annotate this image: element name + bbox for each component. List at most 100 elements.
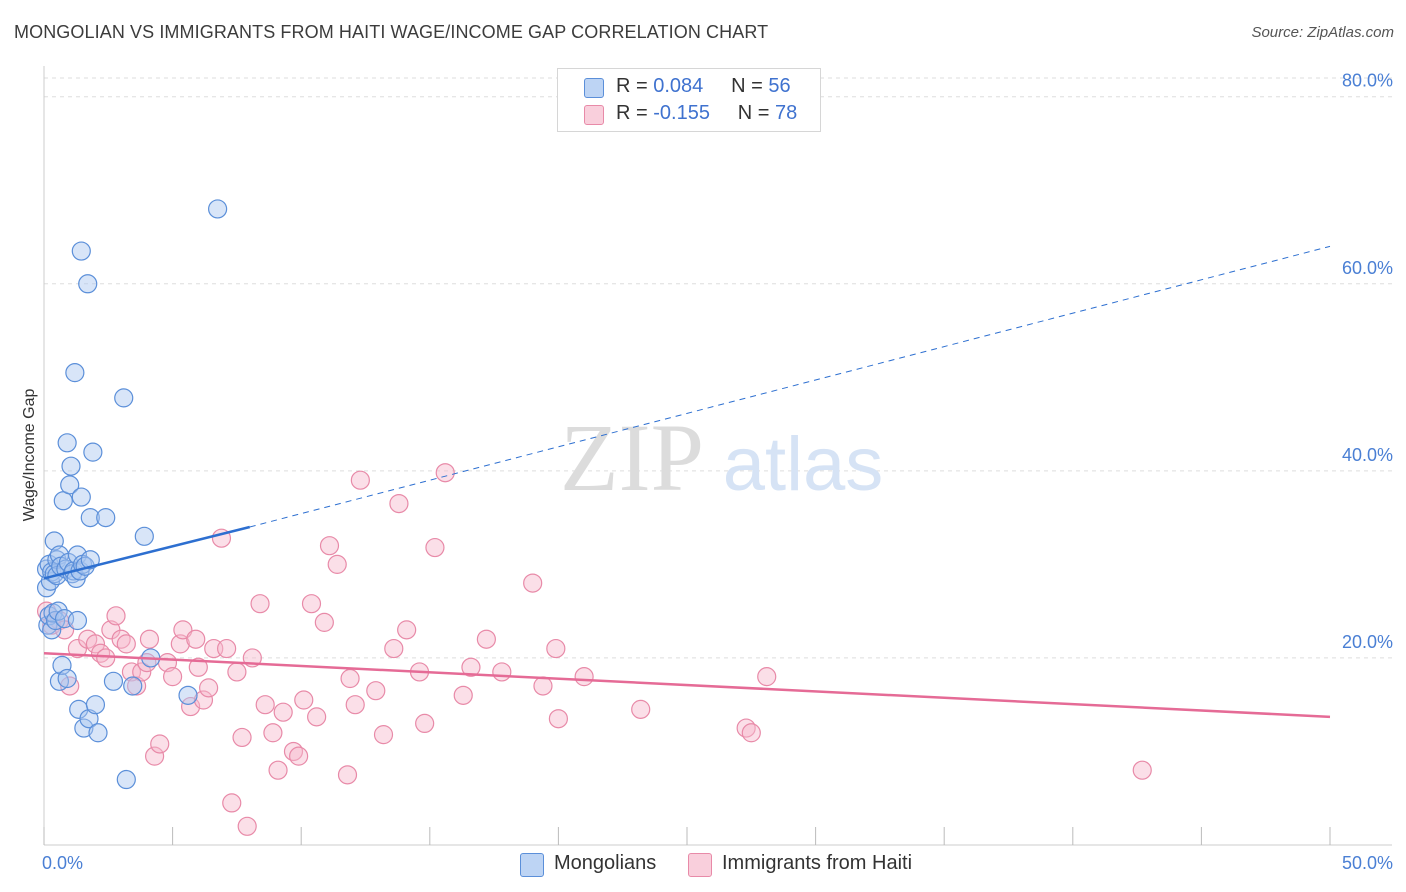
haiti-point <box>350 470 370 490</box>
haiti-point <box>289 746 309 766</box>
legend-n-value: 78 <box>775 102 798 124</box>
watermark-zip: ZIP <box>560 404 704 511</box>
legend-r-value: -0.155 <box>653 102 710 124</box>
mongolian-point <box>61 456 81 476</box>
haiti-point <box>250 594 270 614</box>
mongolian-trend-line <box>43 525 251 580</box>
mongolian-point <box>134 526 154 546</box>
haiti-point <box>163 667 183 687</box>
mongolian-point <box>80 550 100 570</box>
x-tick-label: 50.0% <box>1342 853 1393 873</box>
mongolian-point <box>78 274 98 294</box>
legend-swatch-pink <box>584 105 604 125</box>
watermark: ZIP atlas <box>560 404 883 511</box>
series-label-mongolians: Mongolians <box>554 852 657 874</box>
legend-swatch-blue <box>584 78 604 98</box>
trend-lines <box>43 245 1331 719</box>
haiti-point <box>314 612 334 632</box>
mongolian-point <box>53 491 73 511</box>
legend-r-value: 0.084 <box>653 75 704 97</box>
series-swatch-pink <box>688 853 712 877</box>
haiti-point <box>1132 760 1152 780</box>
haiti-point <box>188 657 208 677</box>
watermark-atlas: atlas <box>723 422 884 507</box>
haiti-point <box>150 734 170 754</box>
correlation-legend: R = 0.084 N = 56 R = -0.155 N = 78 <box>557 68 821 132</box>
haiti-point <box>492 662 512 682</box>
series-swatch-blue <box>520 853 544 877</box>
haiti-point <box>546 638 566 659</box>
haiti-point <box>222 793 242 813</box>
haiti-point <box>273 702 293 722</box>
haiti-point <box>757 667 777 687</box>
haiti-point <box>523 573 543 593</box>
mongolian-point <box>67 545 88 565</box>
haiti-point <box>476 629 496 649</box>
haiti-point <box>255 695 275 715</box>
mongolian-point <box>60 475 80 495</box>
haiti-point <box>60 676 80 696</box>
mongolian-point <box>48 601 68 621</box>
y-tick-label: 20.0% <box>1342 632 1393 652</box>
mongolian-point <box>208 199 228 219</box>
legend-r-label: R = <box>616 102 654 124</box>
source-label: Source: ZipAtlas.com <box>1251 24 1394 41</box>
haiti-point <box>548 709 569 729</box>
haiti-point <box>237 816 257 836</box>
legend-n-label: N = <box>737 102 776 124</box>
chart-title: MONGOLIAN VS IMMIGRANTS FROM HAITI WAGE/… <box>14 22 769 42</box>
mongolian-point <box>103 671 124 691</box>
haiti-points <box>36 463 1152 836</box>
mongolian-point <box>123 676 143 696</box>
x-tick-label: 0.0% <box>42 853 83 873</box>
haiti-point <box>425 537 445 558</box>
haiti-point <box>263 723 283 743</box>
haiti-point <box>106 606 126 626</box>
y-tick-label: 80.0% <box>1342 71 1393 91</box>
haiti-point <box>397 620 417 640</box>
haiti-point <box>461 657 481 677</box>
y-tick-label: 60.0% <box>1342 258 1393 278</box>
haiti-point <box>307 707 327 727</box>
mongolian-point <box>114 388 134 408</box>
haiti-point <box>294 690 314 710</box>
mongolian-point <box>42 620 62 640</box>
tick-labels: 20.0% 40.0% 60.0% 80.0% 0.0% 50.0% <box>42 71 1393 873</box>
haiti-point <box>186 629 206 649</box>
haiti-point <box>170 634 190 654</box>
haiti-point <box>96 648 116 668</box>
axes <box>43 66 1392 846</box>
mongolian-point <box>178 685 198 705</box>
haiti-point <box>337 765 358 785</box>
haiti-point <box>533 676 553 696</box>
haiti-point <box>453 685 473 705</box>
haiti-point <box>340 668 360 689</box>
haiti-point <box>139 629 160 649</box>
haiti-point <box>366 681 386 701</box>
haiti-point <box>631 699 651 719</box>
haiti-trend-line <box>43 652 1331 719</box>
mongolian-point <box>85 695 106 715</box>
legend-r-label: R = <box>616 75 654 97</box>
haiti-point <box>116 634 136 654</box>
haiti-point <box>741 723 761 743</box>
mongolian-point <box>65 363 85 383</box>
haiti-point <box>384 638 404 659</box>
legend-n-value: 56 <box>768 75 791 97</box>
mongolian-point <box>83 442 103 462</box>
haiti-point <box>389 493 409 514</box>
mongolian-point <box>71 241 91 261</box>
haiti-point <box>319 536 340 556</box>
y-tick-label: 40.0% <box>1342 445 1393 465</box>
haiti-point <box>217 638 237 659</box>
legend-n-label: N = <box>731 75 769 97</box>
series-label-haiti: Immigrants from Haiti <box>722 852 913 874</box>
haiti-point <box>345 695 365 715</box>
haiti-point <box>232 727 252 748</box>
mongolian-point <box>67 610 88 631</box>
mongolian-point <box>71 487 91 507</box>
mongolian-point <box>57 668 77 689</box>
mongolian-point <box>96 508 116 528</box>
haiti-point <box>193 690 214 710</box>
